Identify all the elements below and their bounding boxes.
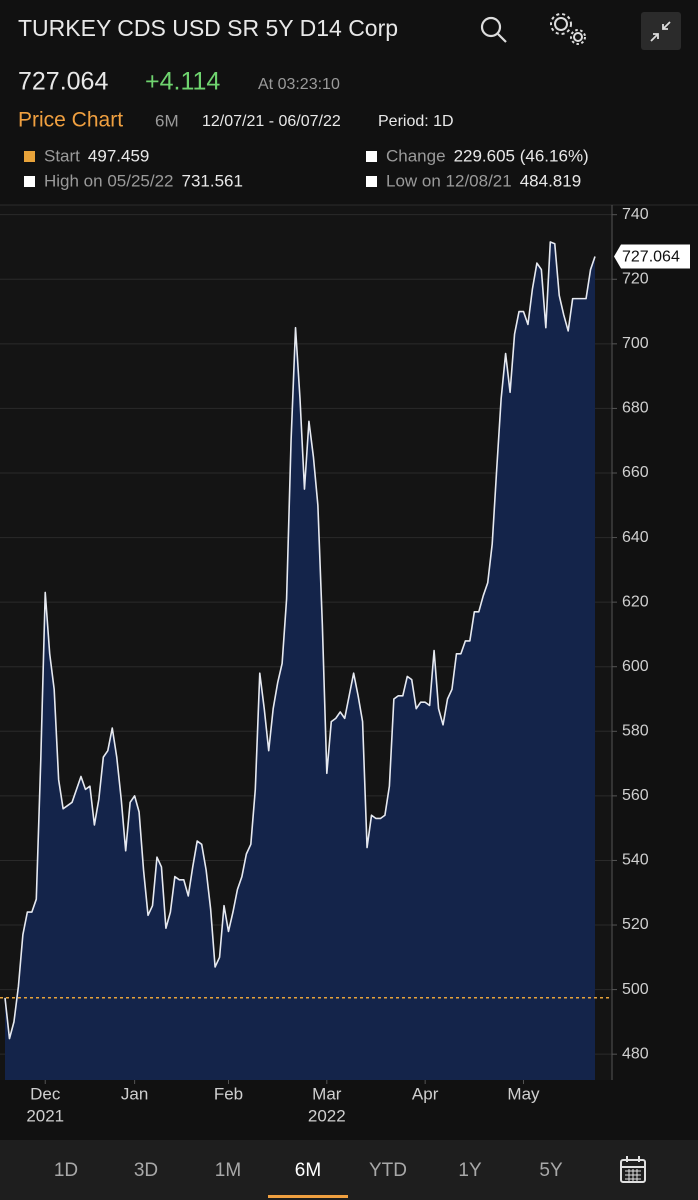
stat-value: 497.459 xyxy=(88,146,149,165)
legend-swatch xyxy=(366,176,377,187)
price-chart: 480 500 520 540 560 580 600 620 640 660 680 700 720 7… xyxy=(0,204,698,1125)
last-price-label: 727.064 xyxy=(622,249,680,266)
chart-range: 6M xyxy=(155,111,179,130)
chart-period: Period: 1D xyxy=(378,113,454,130)
x-tick-label: Mar xyxy=(312,1084,342,1103)
x-tick-label: Jan xyxy=(121,1084,148,1103)
y-tick-label: 740 xyxy=(622,206,649,223)
x-year-label: 2021 xyxy=(26,1106,64,1125)
y-tick-label: 480 xyxy=(622,1045,649,1062)
calendar-button[interactable] xyxy=(620,1156,646,1183)
collapse-button[interactable] xyxy=(641,12,681,50)
range-tab[interactable]: 1M xyxy=(215,1160,241,1181)
y-tick-label: 600 xyxy=(622,658,649,675)
y-tick-label: 620 xyxy=(622,593,649,610)
x-tick-label: May xyxy=(507,1084,540,1103)
stat-value: 229.605 (46.16%) xyxy=(454,146,589,165)
y-tick-label: 540 xyxy=(622,852,649,869)
legend-swatch xyxy=(366,151,377,162)
x-tick-label: Apr xyxy=(412,1084,439,1103)
last-price-tag xyxy=(614,244,690,269)
range-tab[interactable]: 1D xyxy=(54,1160,78,1181)
x-tick-label: Feb xyxy=(214,1084,243,1103)
stat-label: Start xyxy=(44,146,80,165)
selected-tab-underline xyxy=(268,1195,348,1198)
security-title: TURKEY CDS USD SR 5Y D14 Corp xyxy=(18,15,398,41)
stat-value: 484.819 xyxy=(520,171,581,190)
search-icon[interactable] xyxy=(480,16,507,43)
settings-icon[interactable] xyxy=(550,13,586,45)
x-tick-label: Dec xyxy=(30,1084,61,1103)
chart-dates: 12/07/21 - 06/07/22 xyxy=(202,113,341,130)
chart-title: Price Chart xyxy=(18,109,123,132)
range-tab[interactable]: YTD xyxy=(369,1160,407,1181)
y-tick-label: 700 xyxy=(622,335,649,352)
stat-label: Low on 12/08/21 xyxy=(386,171,512,190)
stat-label: Change xyxy=(386,146,446,165)
y-tick-label: 520 xyxy=(622,916,649,933)
y-tick-label: 580 xyxy=(622,723,649,740)
tabs: 1D 3D 1M 6M YTD 1Y 5Y xyxy=(54,1160,563,1198)
y-tick-label: 680 xyxy=(622,400,649,417)
legend-swatch xyxy=(24,151,35,162)
tab-bar xyxy=(0,1140,698,1200)
x-year-label: 2022 xyxy=(308,1106,346,1125)
range-tab[interactable]: 6M xyxy=(295,1160,321,1181)
price-line xyxy=(4,241,596,1040)
y-tick-label: 560 xyxy=(622,787,649,804)
range-tab[interactable]: 1Y xyxy=(458,1160,482,1181)
legend-swatch xyxy=(24,176,35,187)
stat-value: 731.561 xyxy=(182,171,243,190)
y-tick-label: 660 xyxy=(622,464,649,481)
range-tab[interactable]: 5Y xyxy=(539,1160,563,1181)
last-price: 727.064 xyxy=(18,68,108,96)
stat-label: High on 05/25/22 xyxy=(44,171,174,190)
y-tick-label: 640 xyxy=(622,529,649,546)
area-fill xyxy=(5,241,595,1080)
update-time: At 03:23:10 xyxy=(258,76,340,93)
price-change: +4.114 xyxy=(145,68,220,96)
y-tick-label: 720 xyxy=(622,270,649,287)
range-tab[interactable]: 3D xyxy=(134,1160,158,1181)
y-tick-label: 500 xyxy=(622,981,649,998)
stats: Start 497.459 Change 229.605 (46.16%) High o… xyxy=(24,146,589,190)
